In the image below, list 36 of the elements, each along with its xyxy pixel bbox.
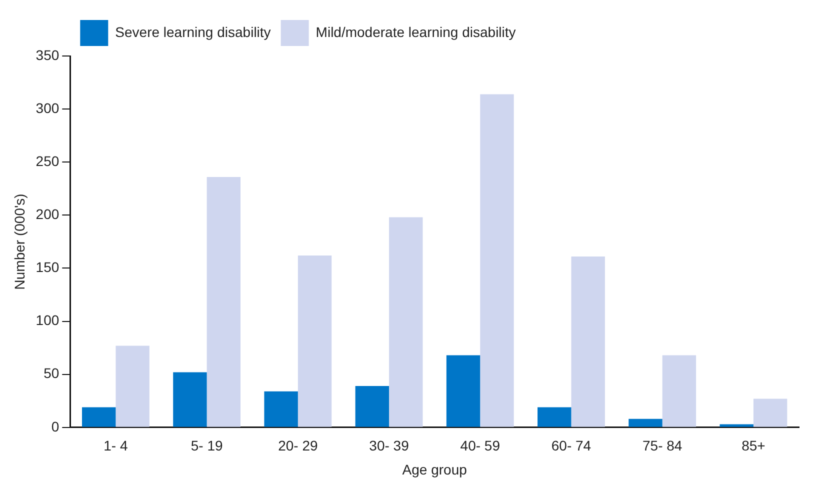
bar [116,346,150,427]
x-tick-label: 60- 74 [551,438,592,454]
y-tick-label: 0 [51,418,60,434]
x-tick-label: 30- 39 [369,438,410,454]
bar [206,176,241,427]
bar [662,355,696,427]
y-tick-label: 50 [44,365,60,382]
bar [389,217,423,427]
legend-label: Mild/moderate learning disability [316,24,516,40]
x-tick-label: 20- 29 [278,438,318,454]
bar [298,255,332,427]
y-tick-label: 350 [36,46,60,63]
bar [628,418,662,427]
x-tick-label: 1- 4 [104,438,128,454]
bar [571,256,605,427]
bar [480,94,514,427]
y-tick-label: 200 [36,206,60,222]
x-tick-label: 85+ [742,438,766,454]
y-tick-label: 100 [36,312,60,328]
x-tick-label: 40- 59 [460,438,500,454]
bar [173,372,207,427]
x-tick-label: 5- 19 [190,438,223,454]
bar [264,391,298,427]
bar [355,386,390,427]
x-tick-label: 75- 84 [642,438,682,454]
bar [720,424,754,427]
y-tick-label: 150 [36,259,60,276]
bar [538,407,572,427]
y-tick-label: 300 [36,100,60,116]
x-axis-title: Age group [402,461,468,478]
y-tick-label: 250 [36,152,60,169]
legend-label: Severe learning disability [115,24,271,40]
bar [446,355,480,427]
y-axis-title: Number (000's) [11,194,28,290]
bar [82,407,116,427]
bar [753,398,788,427]
